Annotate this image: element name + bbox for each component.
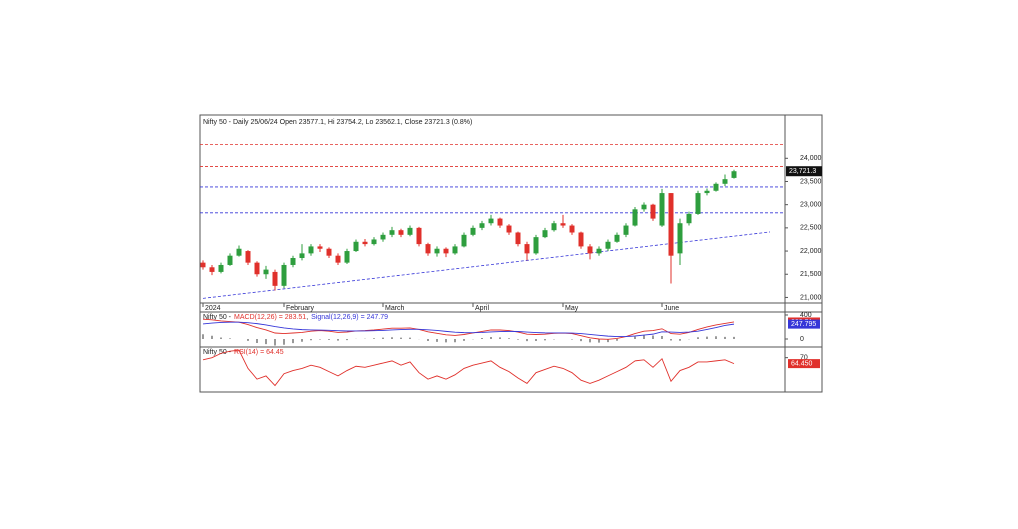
panel-title: Nifty 50 - MACD(12,26) = 283.51, Signal(12… [203, 314, 388, 321]
candle-body [254, 262, 260, 275]
candle-body [344, 251, 350, 263]
last-price-label: 23,721.3 [789, 168, 816, 175]
legend-entry: RSI(14) = 64.45 [234, 349, 284, 356]
candle-body [641, 204, 647, 210]
candle-body [353, 241, 359, 252]
candle-body [335, 255, 341, 263]
panel-title-prefix: Nifty 50 - [203, 314, 232, 321]
candle-body [614, 234, 620, 242]
candle-body [416, 227, 422, 245]
candle-body [497, 218, 503, 226]
last-value-label: 247.795 [791, 321, 816, 328]
candle-body [434, 248, 440, 254]
candle-body [461, 234, 467, 247]
candle-body [605, 241, 611, 249]
candle-body [587, 246, 593, 254]
candle-body [533, 237, 539, 254]
candle-body [578, 232, 584, 247]
last-value-box [788, 359, 820, 369]
y-tick-label: 23,000 [800, 202, 822, 209]
y-tick-label: 22,500 [800, 225, 822, 232]
series-line [202, 321, 735, 338]
panel-title: Nifty 50 - RSI(14) = 64.45 [203, 349, 284, 356]
candle-body [263, 269, 269, 275]
candle-body [515, 232, 521, 245]
candle-body [722, 179, 728, 184]
candle-body [218, 264, 224, 272]
series-line [202, 349, 735, 387]
y-tick-label: 21,500 [800, 271, 822, 278]
candle-body [632, 209, 638, 226]
candle-body [281, 264, 287, 286]
legend-entry: Signal(12,26,9) = 247.79 [311, 314, 388, 321]
series-line [202, 318, 735, 340]
x-tick-label: March [385, 305, 405, 312]
candle-body [200, 262, 206, 268]
candle-body [443, 248, 449, 254]
candle-body [686, 213, 692, 224]
candle-body [569, 225, 575, 233]
candle-body [668, 193, 674, 256]
candle-body [326, 248, 332, 256]
candle-body [317, 246, 323, 249]
candle-body [560, 223, 566, 226]
last-price-box [786, 166, 822, 177]
candle-body [488, 218, 494, 224]
x-tick-label: May [565, 305, 579, 312]
candle-body [371, 239, 377, 245]
candle-body [704, 190, 710, 194]
candle-body [542, 230, 548, 238]
chart-title: Nifty 50 - Daily 25/06/24 Open 23577.1, … [203, 119, 472, 126]
candle-body [299, 253, 305, 259]
x-tick-label: June [664, 305, 679, 312]
candle-body [659, 193, 665, 226]
last-value-label: 64.450 [791, 360, 813, 367]
candle-body [506, 225, 512, 233]
candle-body [452, 246, 458, 254]
candle-body [524, 244, 530, 254]
candle-body [209, 267, 215, 272]
y-tick-label: 70 [800, 355, 808, 362]
trendline [202, 231, 771, 299]
candle-body [551, 223, 557, 231]
y-tick-label: 24,000 [800, 155, 822, 162]
candle-body [695, 193, 701, 214]
candle-body [308, 246, 314, 254]
candle-body [407, 227, 413, 235]
candle-body [596, 248, 602, 254]
legend-separator: , [306, 314, 308, 321]
x-tick-label: April [475, 305, 489, 312]
candle-body [290, 258, 296, 265]
last-value-box [788, 319, 820, 329]
x-tick-label: 2024 [205, 305, 221, 312]
y-tick-label: 23,500 [800, 178, 822, 185]
y-tick-label: 400 [800, 312, 812, 319]
y-tick-label: 22,000 [800, 248, 822, 255]
candle-body [227, 255, 233, 265]
y-tick-label: 21,000 [800, 294, 822, 301]
candle-body [272, 271, 278, 286]
panel-title-prefix: Nifty 50 - [203, 349, 232, 356]
chart-frame [199, 114, 823, 393]
candle-body [731, 171, 737, 178]
candle-body [677, 223, 683, 254]
x-tick-label: February [286, 305, 315, 312]
candle-body [362, 241, 368, 245]
legend-entry: MACD(12,26) = 283.51 [234, 314, 306, 321]
candle-body [650, 204, 656, 219]
candle-body [470, 227, 476, 235]
candle-body [245, 251, 251, 263]
candle-body [623, 225, 629, 235]
y-tick-label: 0 [800, 336, 804, 343]
candle-body [713, 183, 719, 191]
candle-body [425, 244, 431, 254]
candle-body [236, 248, 242, 256]
candle-body [380, 234, 386, 240]
candle-body [479, 223, 485, 228]
candle-body [389, 230, 395, 235]
candle-body [398, 230, 404, 235]
